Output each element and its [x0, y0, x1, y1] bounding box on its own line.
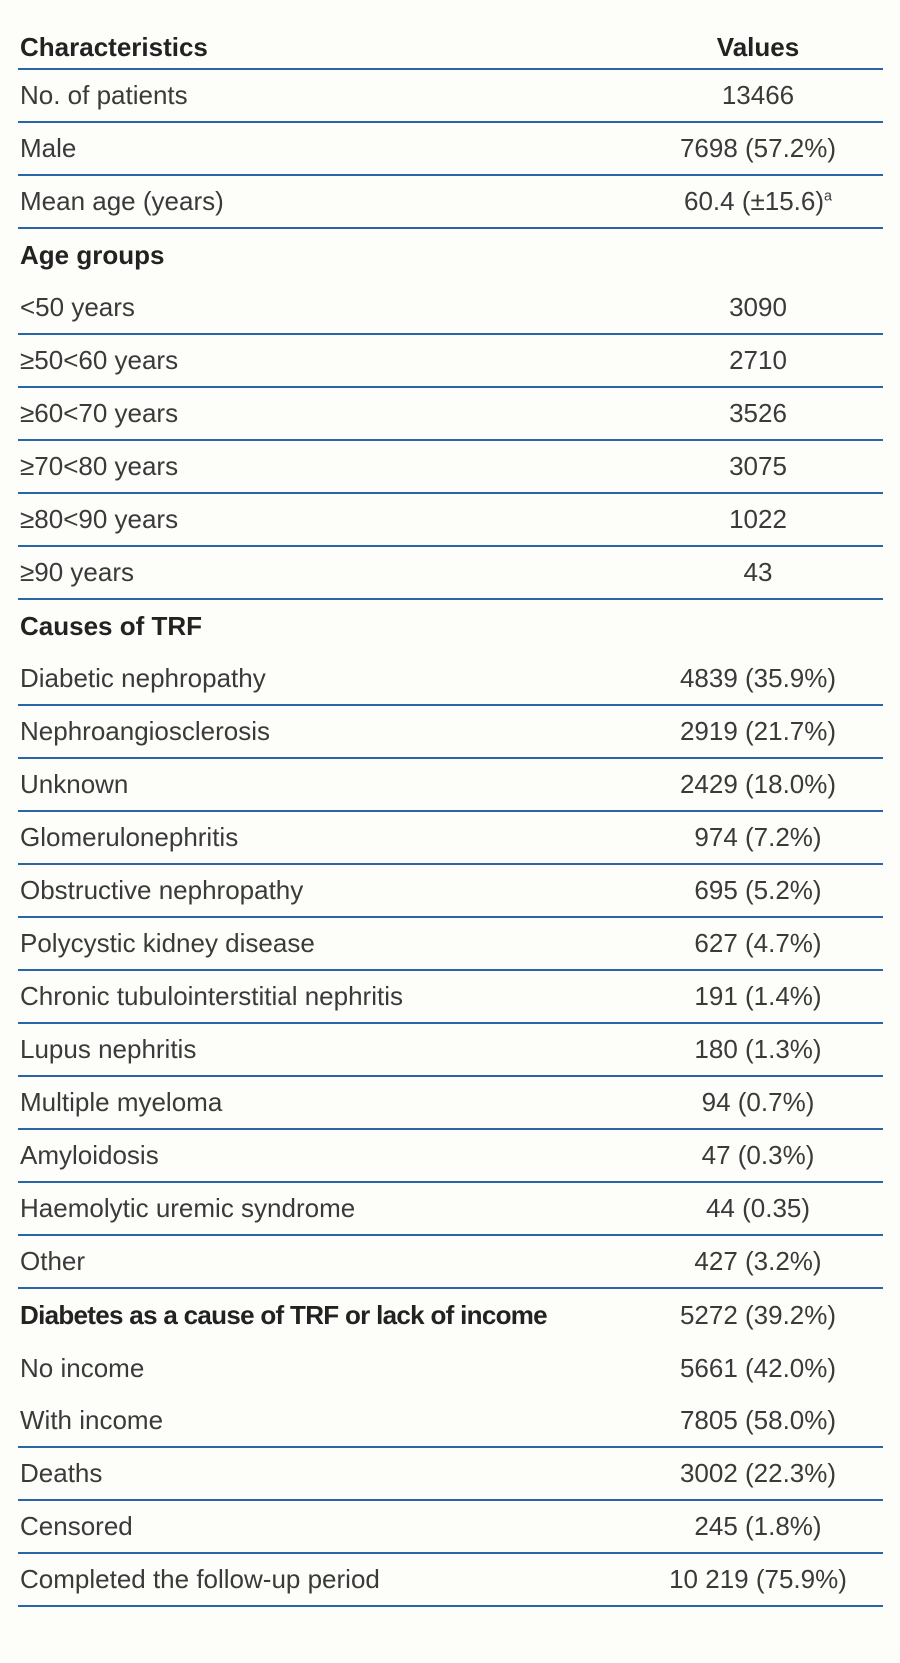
- row-value: 3526: [729, 398, 787, 429]
- patient-characteristics-table: Characteristics Values No. of patients 13…: [18, 26, 883, 1607]
- table-row: Diabetes as a cause of TRF or lack of in…: [18, 1289, 883, 1342]
- row-label: With income: [20, 1405, 164, 1436]
- table-row: Completed the follow-up period 10 219 (75…: [18, 1554, 883, 1607]
- row-value: 3090: [729, 292, 787, 323]
- row-label: No. of patients: [20, 80, 188, 111]
- row-label: Completed the follow-up period: [20, 1564, 380, 1595]
- row-value: 7805 (58.0%): [679, 1405, 837, 1436]
- row-label: Unknown: [20, 769, 129, 800]
- row-label: Haemolytic uremic syndrome: [20, 1193, 356, 1224]
- row-label: Other: [20, 1246, 86, 1277]
- row-label: Nephroangiosclerosis: [20, 716, 271, 747]
- table-row: ≥60<70 years 3526: [18, 388, 883, 441]
- table-row: Glomerulonephritis 974 (7.2%): [18, 812, 883, 865]
- table-row: Chronic tubulointerstitial nephritis 191 …: [18, 971, 883, 1024]
- row-value: 245 (1.8%): [694, 1511, 822, 1542]
- row-value: 43: [743, 557, 773, 588]
- row-value: 2919 (21.7%): [679, 716, 837, 747]
- footnote-marker: a: [824, 188, 832, 205]
- row-label: Deaths: [20, 1458, 103, 1489]
- table-row: ≥90 years 43: [18, 547, 883, 600]
- row-value: 7698 (57.2%): [679, 133, 837, 164]
- table-row: ≥50<60 years 2710: [18, 335, 883, 388]
- table-row: <50 years 3090: [18, 282, 883, 335]
- table-row: Other 427 (3.2%): [18, 1236, 883, 1289]
- row-label: Diabetes as a cause of TRF or lack of in…: [20, 1300, 548, 1331]
- row-label: Amyloidosis: [20, 1140, 159, 1171]
- row-value: 627 (4.7%): [694, 928, 822, 959]
- table-row: Unknown 2429 (18.0%): [18, 759, 883, 812]
- row-label: Glomerulonephritis: [20, 822, 239, 853]
- row-value: 47 (0.3%): [701, 1140, 815, 1171]
- row-label: ≥60<70 years: [20, 398, 179, 429]
- section-header-row: Age groups: [18, 229, 883, 282]
- row-label: ≥80<90 years: [20, 504, 179, 535]
- row-value: 1022: [729, 504, 787, 535]
- row-value: 10 219 (75.9%): [669, 1564, 847, 1595]
- table-body: No. of patients 13466 Male 7698 (57.2%) Mean…: [18, 70, 883, 1607]
- table-row: ≥70<80 years 3075: [18, 441, 883, 494]
- row-value: 2710: [729, 345, 787, 376]
- section-header-label: Age groups: [20, 240, 165, 271]
- row-value: 974 (7.2%): [694, 822, 822, 853]
- table-row: Lupus nephritis 180 (1.3%): [18, 1024, 883, 1077]
- column-header-values: Values: [716, 31, 800, 62]
- table-row: Haemolytic uremic syndrome 44 (0.35): [18, 1183, 883, 1236]
- row-value: 191 (1.4%): [694, 981, 822, 1012]
- table-row: Censored 245 (1.8%): [18, 1501, 883, 1554]
- table-row: Multiple myeloma 94 (0.7%): [18, 1077, 883, 1130]
- table-row: ≥80<90 years 1022: [18, 494, 883, 547]
- row-value: 44 (0.35): [705, 1193, 811, 1224]
- row-value: 2429 (18.0%): [679, 769, 837, 800]
- row-label: Multiple myeloma: [20, 1087, 223, 1118]
- table-row: Amyloidosis 47 (0.3%): [18, 1130, 883, 1183]
- row-label: ≥90 years: [20, 557, 134, 588]
- section-header-row: Causes of TRF: [18, 600, 883, 653]
- row-label: Censored: [20, 1511, 133, 1542]
- row-value: 5272 (39.2%): [679, 1300, 837, 1331]
- row-value: 3002 (22.3%): [679, 1458, 837, 1489]
- row-value: 5661 (42.0%): [679, 1353, 837, 1384]
- table-row: Obstructive nephropathy 695 (5.2%): [18, 865, 883, 918]
- table-header-row: Characteristics Values: [18, 26, 883, 70]
- row-value: 427 (3.2%): [694, 1246, 822, 1277]
- table-row: No income 5661 (42.0%): [18, 1342, 883, 1395]
- table-row: Male 7698 (57.2%): [18, 123, 883, 176]
- table-row: Deaths 3002 (22.3%): [18, 1448, 883, 1501]
- row-label: Diabetic nephropathy: [20, 663, 266, 694]
- row-value: 695 (5.2%): [694, 875, 822, 906]
- row-value: 94 (0.7%): [701, 1087, 815, 1118]
- row-value: 4839 (35.9%): [679, 663, 837, 694]
- table-row: With income 7805 (58.0%): [18, 1395, 883, 1448]
- row-label: Obstructive nephropathy: [20, 875, 304, 906]
- row-value: 60.4 (±15.6)a: [684, 186, 832, 217]
- row-label: Male: [20, 133, 77, 164]
- table-row: Nephroangiosclerosis 2919 (21.7%): [18, 706, 883, 759]
- table-row: Polycystic kidney disease 627 (4.7%): [18, 918, 883, 971]
- row-value: 13466: [721, 80, 795, 111]
- table-row: Mean age (years) 60.4 (±15.6)a: [18, 176, 883, 229]
- section-header-label: Causes of TRF: [20, 611, 203, 642]
- row-label: ≥70<80 years: [20, 451, 179, 482]
- row-label: Chronic tubulointerstitial nephritis: [20, 981, 403, 1012]
- column-header-characteristics: Characteristics: [20, 31, 208, 62]
- table-row: No. of patients 13466: [18, 70, 883, 123]
- row-value: 180 (1.3%): [694, 1034, 822, 1065]
- row-label: Lupus nephritis: [20, 1034, 197, 1065]
- row-label: No income: [20, 1353, 145, 1384]
- table-row: Diabetic nephropathy 4839 (35.9%): [18, 653, 883, 706]
- row-label: Polycystic kidney disease: [20, 928, 315, 959]
- row-label: <50 years: [20, 292, 135, 323]
- row-label: Mean age (years): [20, 186, 224, 217]
- row-label: ≥50<60 years: [20, 345, 179, 376]
- row-value: 3075: [729, 451, 787, 482]
